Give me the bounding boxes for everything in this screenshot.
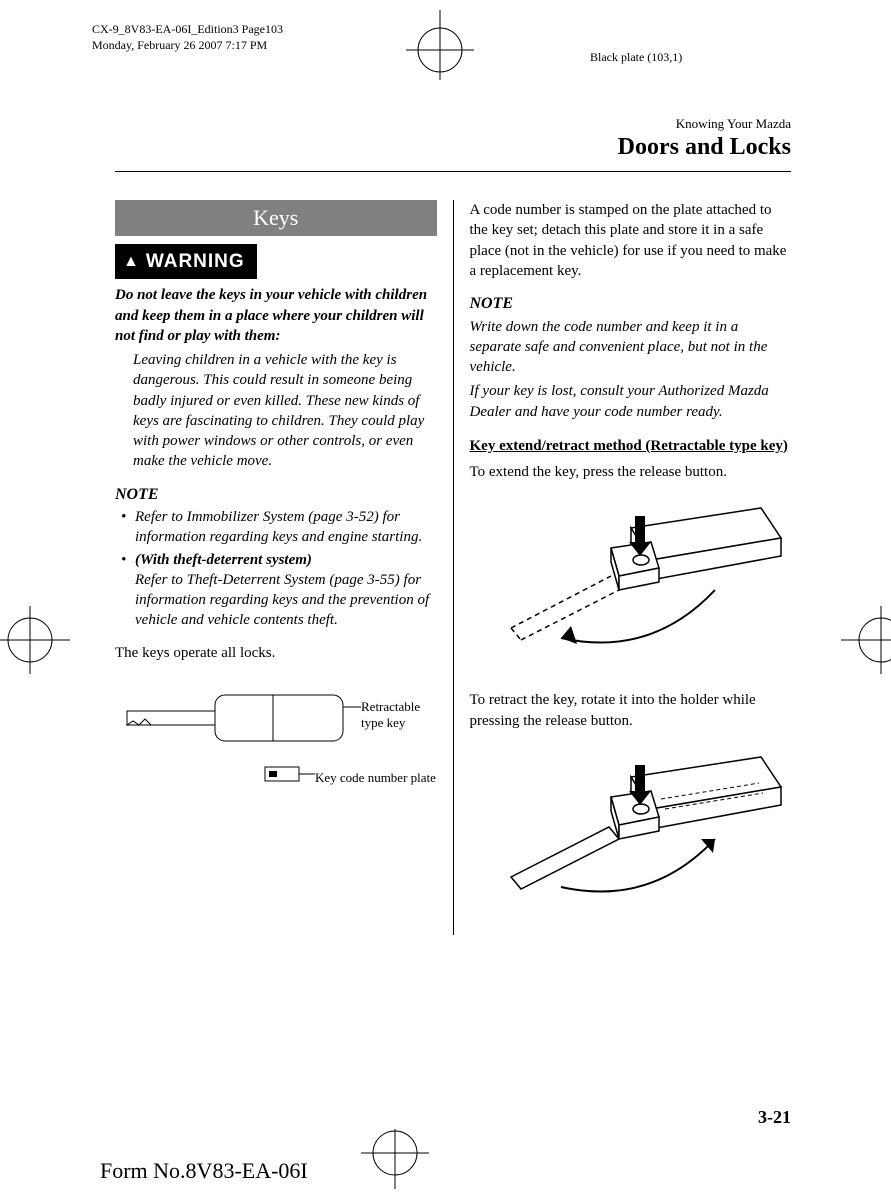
note-para-2: If your key is lost, consult your Author…: [470, 381, 792, 422]
fob-retract-diagram: [470, 747, 792, 927]
section-pretitle: Knowing Your Mazda: [618, 116, 791, 132]
extend-para: To extend the key, press the release but…: [470, 462, 792, 482]
extend-retract-heading: Key extend/retract method (Retractable t…: [470, 436, 792, 456]
note-item: (With theft-deterrent system) Refer to T…: [121, 550, 437, 631]
keys-operate-para: The keys operate all locks.: [115, 643, 437, 663]
doc-meta: CX-9_8V83-EA-06I_Edition3 Page103 Monday…: [92, 22, 283, 53]
form-number: Form No.8V83-EA-06I: [100, 1158, 308, 1184]
section-title: Doors and Locks: [618, 134, 791, 161]
header-rule: [115, 171, 791, 172]
note-item-bold: (With theft-deterrent system): [135, 552, 312, 568]
warning-intro: Do not leave the keys in your vehicle wi…: [115, 285, 437, 346]
reg-mark-left: [0, 600, 70, 685]
reg-mark-right: [841, 600, 891, 685]
retract-para: To retract the key, rotate it into the h…: [470, 690, 792, 731]
note-heading-left: NOTE: [115, 484, 437, 506]
page-header: Knowing Your Mazda Doors and Locks: [618, 116, 791, 161]
note-heading-right: NOTE: [470, 293, 792, 315]
code-number-para: A code number is stamped on the plate at…: [470, 200, 792, 281]
left-column: Keys ▲ WARNING Do not leave the keys in …: [115, 200, 453, 935]
warning-label: ▲ WARNING: [115, 244, 257, 280]
page-number: 3-21: [758, 1107, 791, 1128]
note-list: Refer to Immobilizer System (page 3-52) …: [115, 507, 437, 631]
note-para-1: Write down the code number and keep it i…: [470, 317, 792, 378]
key-diagram: Retractable type key Key code number pla…: [115, 687, 437, 797]
key-label-retractable: Retractable type key: [361, 699, 437, 730]
fob-extend-diagram: [470, 498, 792, 678]
reg-mark-bottom: [355, 1129, 435, 1194]
note-item-text: Refer to Immobilizer System (page 3-52) …: [135, 509, 422, 545]
warning-label-text: WARNING: [146, 249, 245, 275]
content-area: Keys ▲ WARNING Do not leave the keys in …: [115, 200, 791, 935]
reg-mark-top: [400, 10, 480, 85]
note-item-text: Refer to Theft-Deterrent System (page 3-…: [135, 572, 429, 629]
doc-meta-line1: CX-9_8V83-EA-06I_Edition3 Page103: [92, 22, 283, 38]
key-label-code-plate: Key code number plate: [315, 769, 436, 787]
plate-label: Black plate (103,1): [590, 50, 682, 65]
warning-body: Leaving children in a vehicle with the k…: [115, 350, 437, 472]
doc-meta-line2: Monday, February 26 2007 7:17 PM: [92, 38, 283, 54]
note-item: Refer to Immobilizer System (page 3-52) …: [121, 507, 437, 548]
right-column: A code number is stamped on the plate at…: [454, 200, 792, 935]
keys-banner: Keys: [115, 200, 437, 236]
warning-triangle-icon: ▲: [123, 251, 140, 273]
